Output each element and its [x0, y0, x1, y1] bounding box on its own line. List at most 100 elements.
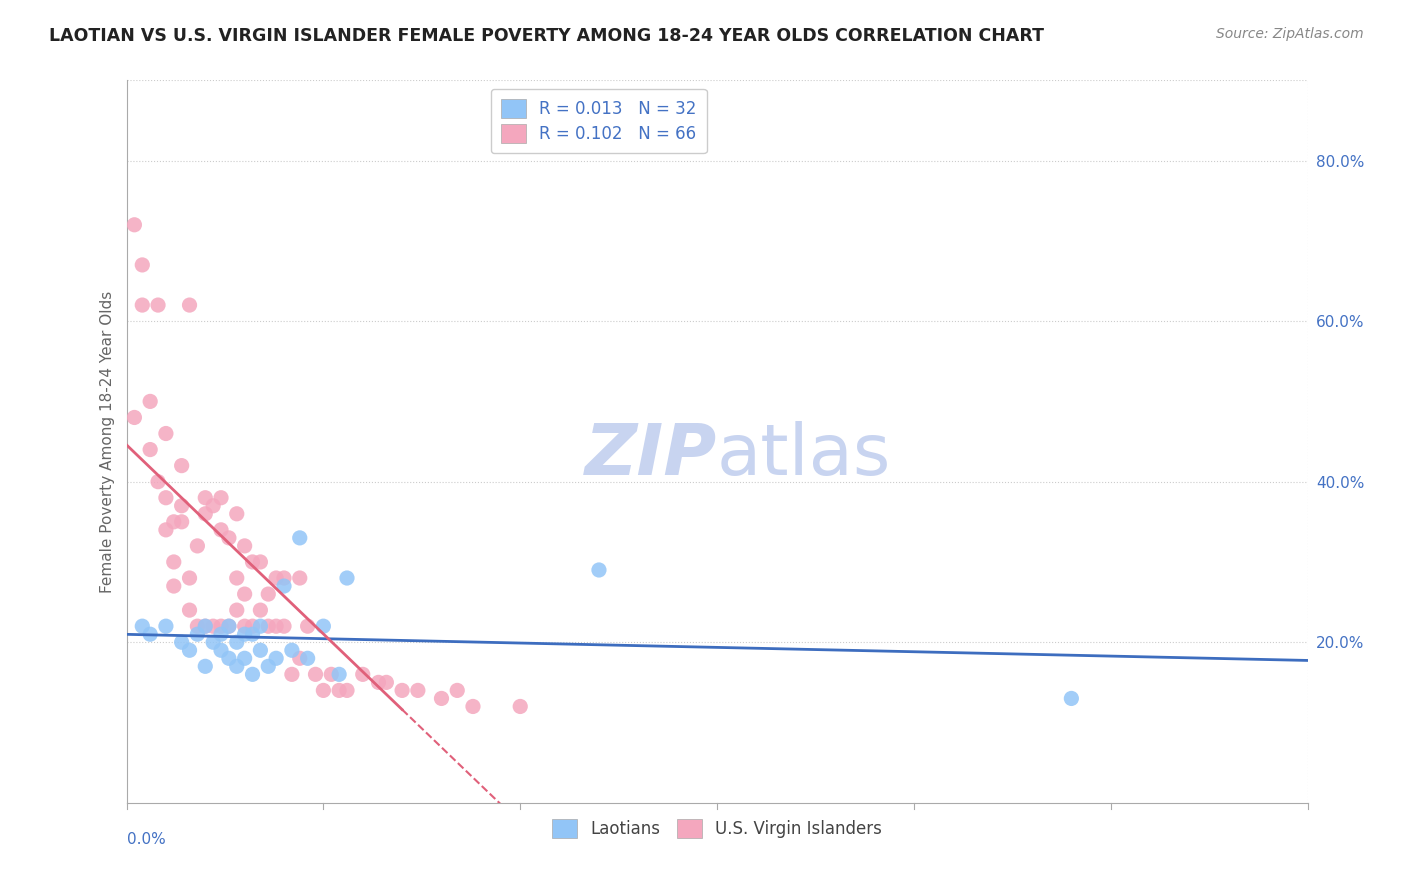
Point: [202, 499, 225, 513]
Point: [179, 571, 201, 585]
Point: [131, 619, 153, 633]
Point: [312, 619, 335, 633]
Point: [139, 627, 162, 641]
Point: [146, 298, 169, 312]
Point: [163, 579, 186, 593]
Text: LAOTIAN VS U.S. VIRGIN ISLANDER FEMALE POVERTY AMONG 18-24 YEAR OLDS CORRELATION: LAOTIAN VS U.S. VIRGIN ISLANDER FEMALE P…: [49, 27, 1045, 45]
Point: [233, 651, 256, 665]
Point: [202, 619, 225, 633]
Point: [194, 619, 217, 633]
Point: [336, 683, 359, 698]
Y-axis label: Female Poverty Among 18-24 Year Olds: Female Poverty Among 18-24 Year Olds: [100, 291, 115, 592]
Point: [297, 651, 319, 665]
Point: [194, 507, 217, 521]
Point: [249, 603, 271, 617]
Point: [281, 643, 304, 657]
Point: [406, 683, 429, 698]
Point: [264, 571, 287, 585]
Point: [233, 539, 256, 553]
Point: [209, 643, 232, 657]
Point: [288, 571, 311, 585]
Point: [124, 218, 146, 232]
Point: [446, 683, 468, 698]
Point: [225, 635, 247, 649]
Point: [328, 667, 350, 681]
Point: [233, 627, 256, 641]
Point: [155, 491, 177, 505]
Point: [163, 515, 186, 529]
Point: [257, 587, 280, 601]
Point: [225, 571, 247, 585]
Point: [281, 667, 304, 681]
Point: [131, 258, 153, 272]
Point: [186, 627, 208, 641]
Point: [124, 410, 146, 425]
Point: [209, 619, 232, 633]
Point: [186, 619, 208, 633]
Point: [170, 515, 193, 529]
Point: [367, 675, 389, 690]
Point: [155, 426, 177, 441]
Point: [242, 667, 264, 681]
Point: [225, 603, 247, 617]
Point: [209, 523, 232, 537]
Point: [242, 555, 264, 569]
Point: [242, 627, 264, 641]
Point: [146, 475, 169, 489]
Point: [304, 667, 326, 681]
Point: [336, 571, 359, 585]
Text: atlas: atlas: [717, 422, 891, 491]
Point: [288, 651, 311, 665]
Point: [225, 659, 247, 673]
Legend: Laotians, U.S. Virgin Islanders: Laotians, U.S. Virgin Islanders: [546, 813, 889, 845]
Point: [155, 523, 177, 537]
Point: [170, 635, 193, 649]
Point: [249, 643, 271, 657]
Point: [139, 394, 162, 409]
Point: [209, 491, 232, 505]
Point: [257, 619, 280, 633]
Text: 0.0%: 0.0%: [127, 831, 166, 847]
Point: [139, 442, 162, 457]
Point: [264, 651, 287, 665]
Point: [218, 531, 240, 545]
Point: [202, 635, 225, 649]
Point: [273, 579, 295, 593]
Point: [194, 491, 217, 505]
Text: Source: ZipAtlas.com: Source: ZipAtlas.com: [1216, 27, 1364, 41]
Point: [233, 587, 256, 601]
Point: [194, 659, 217, 673]
Point: [509, 699, 531, 714]
Point: [155, 619, 177, 633]
Point: [170, 458, 193, 473]
Point: [233, 619, 256, 633]
Point: [391, 683, 413, 698]
Point: [328, 683, 350, 698]
Point: [209, 627, 232, 641]
Point: [179, 643, 201, 657]
Point: [163, 555, 186, 569]
Point: [1060, 691, 1083, 706]
Point: [288, 531, 311, 545]
Point: [249, 555, 271, 569]
Point: [131, 298, 153, 312]
Text: ZIP: ZIP: [585, 422, 717, 491]
Point: [273, 619, 295, 633]
Point: [218, 619, 240, 633]
Point: [179, 603, 201, 617]
Point: [273, 571, 295, 585]
Point: [588, 563, 610, 577]
Point: [352, 667, 374, 681]
Point: [461, 699, 484, 714]
Point: [249, 619, 271, 633]
Point: [186, 539, 208, 553]
Point: [225, 507, 247, 521]
Point: [264, 619, 287, 633]
Point: [170, 499, 193, 513]
Point: [242, 619, 264, 633]
Point: [257, 659, 280, 673]
Point: [297, 619, 319, 633]
Point: [218, 619, 240, 633]
Point: [321, 667, 343, 681]
Point: [375, 675, 398, 690]
